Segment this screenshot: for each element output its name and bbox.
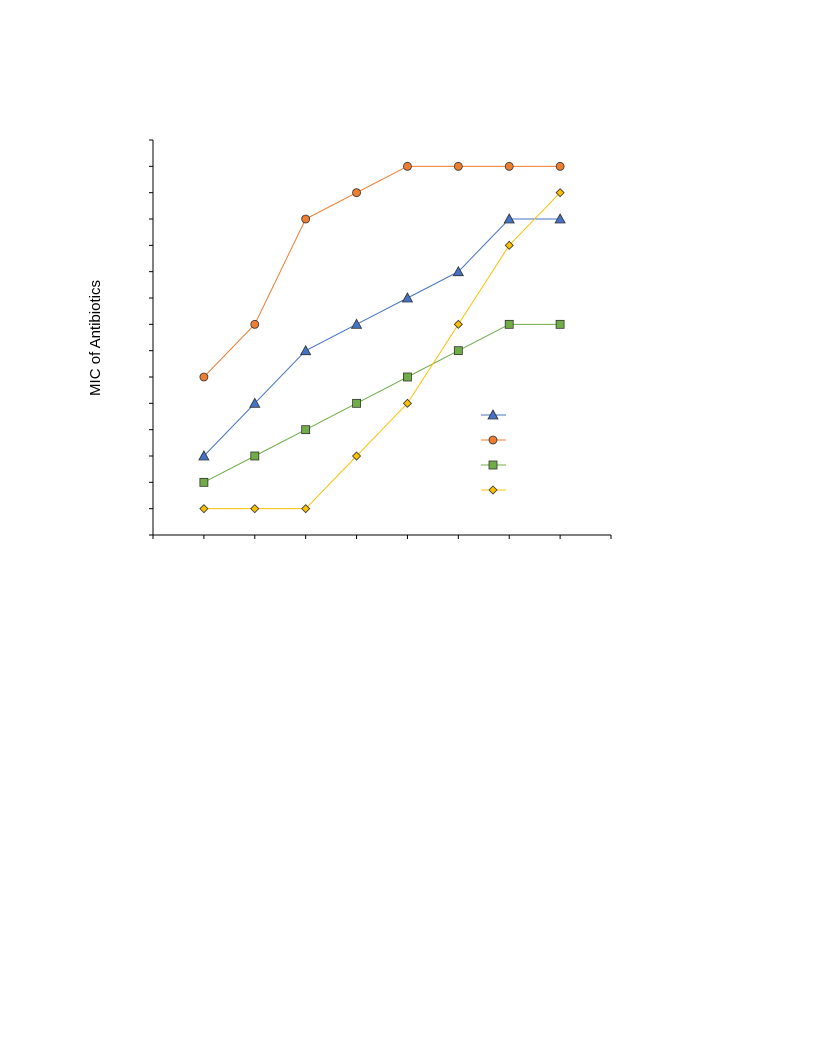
- series-1-line: [203, 218, 561, 457]
- series-2-point: [504, 161, 514, 171]
- series-4: [199, 188, 565, 514]
- series-1-point: [503, 213, 515, 224]
- series-3-point: [250, 451, 260, 461]
- series-1-point: [554, 213, 566, 224]
- y-axis-label: MIC of Antibiotics: [87, 280, 104, 396]
- series-4-point: [199, 504, 209, 514]
- series-4-point: [250, 504, 260, 514]
- series-1-point: [299, 344, 312, 356]
- series-2-point: [555, 161, 565, 171]
- series-2: [199, 161, 565, 382]
- series-1-point: [198, 450, 210, 461]
- series-4-point: [453, 319, 463, 329]
- legend-entry-3: [481, 460, 506, 470]
- series-1-point: [350, 318, 363, 329]
- series-1: [198, 213, 566, 461]
- legend-marker: [488, 485, 498, 495]
- legend-entry-4: [481, 485, 506, 495]
- series-3: [199, 319, 565, 487]
- series-layer: [198, 161, 566, 514]
- legend-marker: [487, 409, 499, 420]
- series-1-point: [249, 397, 261, 408]
- series-2-point: [301, 214, 311, 224]
- series-2-point: [352, 188, 361, 198]
- legend-marker: [488, 460, 498, 470]
- series-3-point: [403, 372, 412, 382]
- series-4-point: [402, 398, 413, 408]
- legend-entry-2: [481, 435, 506, 445]
- series-3-point: [352, 398, 361, 408]
- series-2-point: [250, 319, 260, 329]
- legend-entry-1: [481, 409, 506, 420]
- axes: [149, 139, 612, 539]
- series-1-point: [401, 292, 414, 303]
- series-2-line: [203, 165, 561, 378]
- series-4-point: [351, 451, 362, 461]
- series-3-line: [203, 323, 561, 483]
- series-2-point: [199, 372, 209, 382]
- series-4-point: [504, 240, 514, 250]
- series-3-point: [504, 319, 514, 329]
- series-3-point: [301, 425, 311, 435]
- series-4-line: [203, 192, 561, 510]
- series-3-point: [453, 346, 463, 356]
- series-4-point: [301, 504, 311, 514]
- series-3-point: [199, 477, 209, 487]
- series-4-point: [555, 188, 565, 198]
- series-2-point: [453, 161, 463, 171]
- legend-marker: [488, 435, 498, 445]
- series-2-point: [403, 161, 412, 171]
- series-3-point: [555, 319, 565, 329]
- legend: [481, 409, 506, 495]
- series-1-point: [452, 265, 465, 277]
